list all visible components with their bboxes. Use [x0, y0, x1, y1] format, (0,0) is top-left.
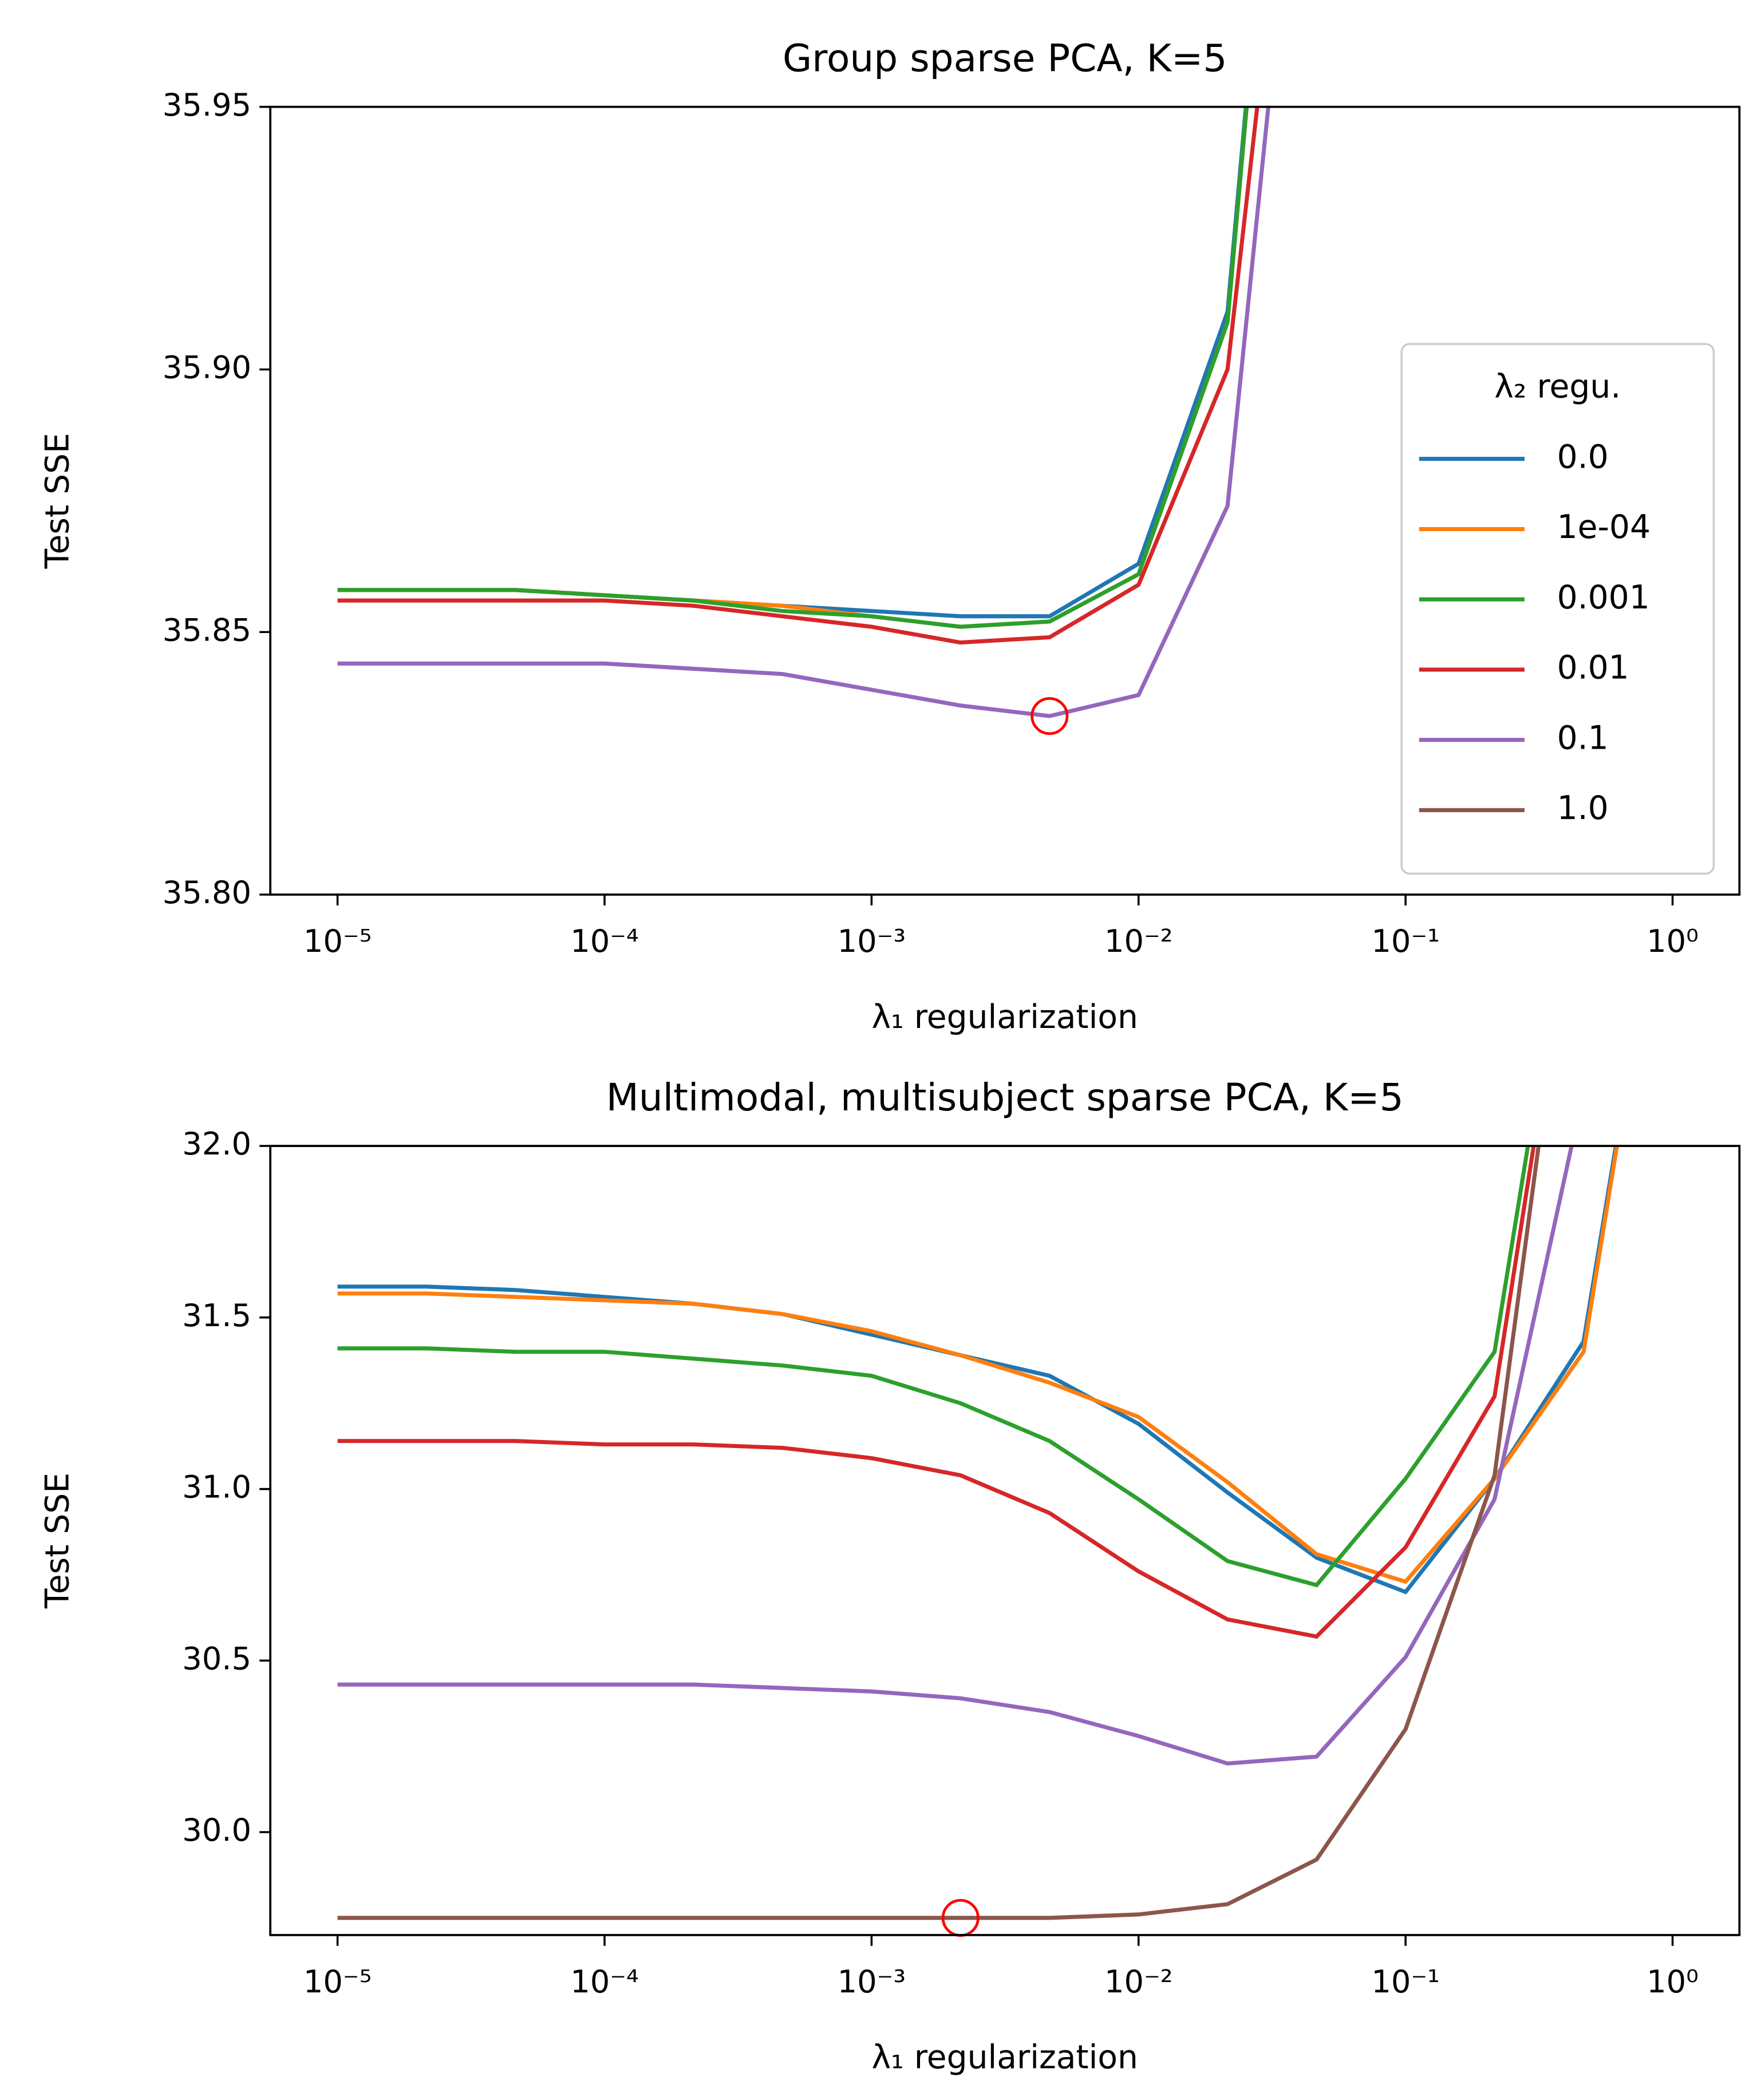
x-tick-label: 10⁻⁵ — [303, 923, 372, 959]
x-tick-label: 10⁰ — [1647, 1964, 1699, 2000]
legend-label: 0.0 — [1557, 438, 1609, 476]
y-tick-label: 30.0 — [182, 1812, 251, 1848]
legend-label: 1.0 — [1557, 789, 1609, 827]
highlight-marker — [1030, 697, 1069, 735]
x-tick-label: 10⁰ — [1647, 923, 1699, 959]
y-tick-label: 30.5 — [182, 1640, 251, 1676]
series-line — [337, 1146, 1530, 1588]
chart-title: Multimodal, multisubject sparse PCA, K=5 — [606, 1075, 1404, 1120]
series-line — [337, 1146, 1536, 1639]
y-tick-label: 35.80 — [163, 875, 251, 911]
y-tick-label: 32.0 — [182, 1126, 251, 1162]
y-tick-label: 31.0 — [182, 1469, 251, 1505]
series-line — [337, 106, 1259, 645]
legend-label: 1e-04 — [1557, 508, 1651, 546]
x-tick-label: 10⁻² — [1104, 923, 1172, 959]
x-tick-label: 10⁻³ — [838, 1964, 906, 2000]
x-tick-label: 10⁻⁴ — [570, 1964, 638, 2000]
x-tick-label: 10⁻³ — [838, 923, 906, 959]
legend-label: 0.1 — [1557, 719, 1609, 757]
plot-area — [337, 106, 1270, 718]
series-line — [337, 1146, 1574, 1766]
series-line — [337, 1146, 1619, 1584]
x-axis-label: λ₁ regularization — [872, 998, 1138, 1036]
y-axis-label: Test SSE — [38, 1473, 76, 1609]
chart-title: Group sparse PCA, K=5 — [783, 36, 1227, 80]
y-tick-label: 35.85 — [163, 612, 251, 648]
legend-title: λ₂ regu. — [1494, 368, 1621, 406]
legend-label: 0.001 — [1557, 579, 1650, 616]
axes-frame — [269, 1145, 1741, 1936]
x-tick-label: 10⁻¹ — [1371, 923, 1439, 959]
x-axis-label: λ₁ regularization — [872, 2039, 1138, 2077]
axes-frame — [269, 105, 1741, 896]
series-line — [337, 106, 1249, 629]
y-axis-label: Test SSE — [38, 433, 76, 569]
y-tick-label: 31.5 — [182, 1298, 251, 1334]
y-tick-label: 35.95 — [163, 87, 251, 123]
series-line — [337, 1146, 1541, 1920]
x-tick-label: 10⁻² — [1104, 1964, 1172, 2000]
series-line — [337, 106, 1270, 718]
x-tick-label: 10⁻⁴ — [570, 923, 638, 959]
y-tick-label: 35.90 — [163, 350, 251, 386]
legend-label: 0.01 — [1557, 649, 1629, 687]
x-tick-label: 10⁻⁵ — [303, 1964, 372, 2000]
x-tick-label: 10⁻¹ — [1371, 1964, 1439, 2000]
series-line — [337, 1146, 1618, 1595]
plot-area — [337, 1146, 1619, 1920]
